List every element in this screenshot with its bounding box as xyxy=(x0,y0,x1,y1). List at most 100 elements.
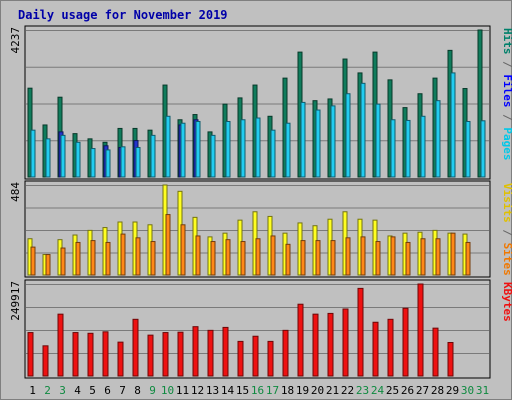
bar-pages-day-8 xyxy=(135,147,141,178)
bar-pages-day-17 xyxy=(270,129,276,178)
bar-sites-day-29 xyxy=(450,232,456,276)
y-axis-label-part: / xyxy=(501,223,512,243)
y-axis-label-part: Visits xyxy=(501,183,512,223)
y-axis-label-part: KBytes xyxy=(501,282,512,322)
bar-pages-day-6 xyxy=(105,149,111,178)
y-axis-label-part: / xyxy=(501,108,512,128)
bar-kbytes-day-13 xyxy=(207,329,214,377)
bar-sites-day-22 xyxy=(345,237,351,276)
bar-sites-day-7 xyxy=(120,233,126,276)
bar-sites-day-25 xyxy=(390,236,396,276)
bar-sites-day-5 xyxy=(90,240,96,276)
panel-bottom-max-label: 249917 xyxy=(9,281,22,321)
x-tick-label-day-25: 25 xyxy=(386,384,399,397)
bar-sites-day-24 xyxy=(375,241,381,276)
x-tick-label-day-30: 30 xyxy=(461,384,474,397)
x-tick-label-day-7: 7 xyxy=(119,384,126,397)
x-tick-label-day-8: 8 xyxy=(134,384,141,397)
bar-pages-day-22 xyxy=(345,93,351,178)
bar-kbytes-day-28 xyxy=(432,327,439,377)
bar-sites-day-21 xyxy=(330,240,336,276)
bar-kbytes-day-7 xyxy=(117,341,124,377)
x-tick-label-day-13: 13 xyxy=(206,384,219,397)
x-tick-label-day-17: 17 xyxy=(266,384,279,397)
bar-pages-day-20 xyxy=(315,109,321,178)
x-tick-label-day-14: 14 xyxy=(221,384,235,397)
bar-pages-day-15 xyxy=(240,119,246,178)
bar-pages-day-10 xyxy=(165,115,171,178)
x-axis-day-labels: 1 2 3 4 5 6 7 8 9 10 11 12 13 14 15 16 17 18 19 20 21 22 23 24 2… xyxy=(29,384,489,397)
bar-kbytes-day-19 xyxy=(297,303,304,377)
bar-kbytes-day-26 xyxy=(402,307,409,377)
bar-sites-day-26 xyxy=(405,241,411,276)
bar-kbytes-day-9 xyxy=(147,334,154,377)
bar-sites-day-14 xyxy=(225,239,231,276)
bar-pages-day-21 xyxy=(330,105,336,178)
bar-kbytes-day-15 xyxy=(237,340,244,377)
bar-pages-day-14 xyxy=(225,120,231,178)
bar-sites-day-28 xyxy=(435,238,441,276)
bar-sites-day-17 xyxy=(270,235,276,276)
bar-sites-day-15 xyxy=(240,241,246,276)
x-tick-label-day-1: 1 xyxy=(29,384,36,397)
bar-sites-day-2 xyxy=(45,254,51,276)
bar-pages-day-3 xyxy=(60,134,66,178)
y-axis-label-part: Sites xyxy=(501,243,512,276)
bar-sites-day-20 xyxy=(315,240,321,276)
x-tick-label-day-18: 18 xyxy=(281,384,294,397)
bar-pages-day-7 xyxy=(120,146,126,178)
panel-middle: 484 Visits / Sites xyxy=(9,180,512,278)
bar-sites-day-16 xyxy=(255,238,261,276)
bar-sites-day-23 xyxy=(360,236,366,276)
x-tick-label-day-15: 15 xyxy=(236,384,249,397)
bar-pages-day-31 xyxy=(480,120,486,178)
bar-kbytes-day-17 xyxy=(267,340,274,377)
bar-sites-day-6 xyxy=(105,241,111,276)
x-tick-label-day-21: 21 xyxy=(326,384,339,397)
bar-pages-day-11 xyxy=(180,122,186,178)
x-tick-label-day-20: 20 xyxy=(311,384,324,397)
x-tick-label-day-31: 31 xyxy=(476,384,489,397)
bar-kbytes-day-8 xyxy=(132,318,139,377)
x-tick-label-day-23: 23 xyxy=(356,384,369,397)
bar-kbytes-day-25 xyxy=(387,318,394,377)
x-tick-label-day-2: 2 xyxy=(44,384,51,397)
chart-panels: 4237 Hits / Files / Pages 484 Visits / Site… xyxy=(9,25,512,379)
bar-pages-day-18 xyxy=(285,122,291,178)
bar-kbytes-day-2 xyxy=(42,345,49,377)
bar-sites-day-12 xyxy=(195,235,201,276)
x-tick-label-day-12: 12 xyxy=(191,384,204,397)
x-tick-label-day-26: 26 xyxy=(401,384,414,397)
chart-title: Daily usage for November 2019 xyxy=(18,8,228,22)
x-tick-label-day-24: 24 xyxy=(371,384,385,397)
x-tick-label-day-29: 29 xyxy=(446,384,459,397)
y-axis-label-part: Pages xyxy=(501,127,512,160)
x-tick-label-day-4: 4 xyxy=(74,384,81,397)
bar-kbytes-day-10 xyxy=(162,332,169,377)
bar-kbytes-day-1 xyxy=(27,332,34,377)
series-pages xyxy=(30,72,486,178)
panel-top-max-label: 4237 xyxy=(9,27,22,54)
bar-kbytes-day-12 xyxy=(192,326,199,377)
bar-kbytes-day-4 xyxy=(72,332,79,377)
bar-kbytes-day-16 xyxy=(252,335,259,377)
bar-pages-day-19 xyxy=(300,101,306,178)
bar-kbytes-day-27 xyxy=(417,283,424,377)
x-tick-label-day-22: 22 xyxy=(341,384,354,397)
bar-sites-day-18 xyxy=(285,243,291,276)
bar-pages-day-16 xyxy=(255,117,261,178)
series-kbytes xyxy=(27,283,454,377)
bar-pages-day-25 xyxy=(390,119,396,178)
bar-kbytes-day-22 xyxy=(342,308,349,377)
panel-bottom: 249917 KBytes xyxy=(9,279,512,379)
x-tick-label-day-10: 10 xyxy=(161,384,174,397)
x-tick-label-day-27: 27 xyxy=(416,384,429,397)
y-axis-label-part: Files xyxy=(501,74,512,107)
bar-pages-day-23 xyxy=(360,82,366,178)
x-tick-label-day-11: 11 xyxy=(176,384,189,397)
bar-pages-day-13 xyxy=(210,134,216,178)
bar-pages-day-5 xyxy=(90,148,96,178)
bar-kbytes-day-23 xyxy=(357,287,364,377)
bar-pages-day-29 xyxy=(450,72,456,178)
bar-pages-day-9 xyxy=(150,134,156,178)
